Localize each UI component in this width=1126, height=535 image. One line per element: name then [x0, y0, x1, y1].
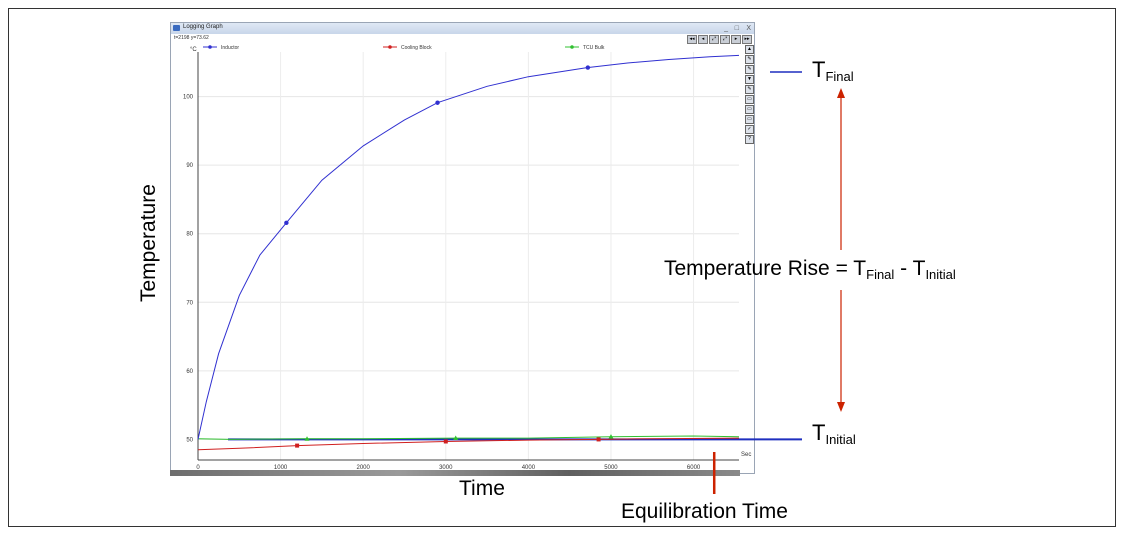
side-tool-button-4[interactable]: ✎ [745, 85, 754, 94]
x-tick-label: 6000 [687, 465, 701, 471]
nav-toolbar: ◂◂ ◂ ⤢ ⤢ ▸ ▸▸ [687, 35, 752, 44]
nav-button-4[interactable]: ▸ [731, 35, 741, 44]
side-tool-button-8[interactable]: ✓ [745, 125, 754, 134]
nav-button-1[interactable]: ◂ [698, 35, 708, 44]
x-tick-label: 2000 [357, 465, 371, 471]
side-tool-button-9[interactable]: ? [745, 135, 754, 144]
series-marker [295, 443, 300, 448]
series-marker [443, 439, 448, 444]
series-marker [585, 65, 591, 70]
series-line-inductor [197, 54, 740, 440]
rise-arrow-down-head [837, 402, 845, 412]
legend-marker [388, 45, 392, 49]
series-marker [304, 436, 310, 441]
y-tick-label: 60 [186, 369, 193, 375]
x-unit-label: Sec [741, 452, 751, 458]
legend-label-cooling-block: Cooling Block [401, 45, 432, 51]
series-marker [596, 437, 601, 442]
series-marker [608, 434, 614, 439]
cursor-readout: t=2198 y=73.62 [174, 35, 209, 41]
side-tool-button-0[interactable]: ▲ [745, 45, 754, 54]
x-tick-label: 1000 [274, 465, 288, 471]
rise-arrow-up-head [837, 88, 845, 98]
side-tool-button-5[interactable]: ▭ [745, 95, 754, 104]
app-icon [173, 25, 180, 31]
x-tick-label: 3000 [439, 465, 453, 471]
side-tool-button-2[interactable]: ✎ [745, 65, 754, 74]
side-tool-button-7[interactable]: ▭ [745, 115, 754, 124]
y-tick-label: 90 [186, 163, 193, 169]
side-tool-button-1[interactable]: ✎ [745, 55, 754, 64]
window-title: Logging Graph [183, 24, 223, 30]
nav-button-3[interactable]: ⤢ [720, 35, 730, 44]
legend-label-inductor: Inductor [221, 45, 239, 51]
legend-marker [570, 45, 574, 49]
series-line-tcu-bulk [197, 435, 740, 440]
taskbar-strip [170, 470, 740, 476]
x-tick-label: 4000 [522, 465, 536, 471]
x-axis-title: Time [459, 477, 505, 500]
side-tool-button-6[interactable]: ▭ [745, 105, 754, 114]
x-tick-label: 0 [196, 465, 200, 471]
y-tick-label: 50 [186, 437, 193, 443]
nav-button-2[interactable]: ⤢ [709, 35, 719, 44]
y-tick-label: 80 [186, 232, 193, 238]
t-initial-label: TInitial [812, 420, 856, 447]
series-marker [284, 220, 289, 226]
side-toolbar: ▲ ✎ ✎ ▼ ✎ ▭ ▭ ▭ ✓? [745, 45, 754, 144]
side-tool-button-3[interactable]: ▼ [745, 75, 754, 84]
equilibration-time-label: Equilibration Time [621, 500, 788, 523]
y-axis-title: Temperature [137, 184, 160, 302]
temperature-rise-label: Temperature Rise = TFinal - TInitial [664, 257, 956, 282]
y-unit-label: °C [190, 47, 197, 53]
series-marker [435, 100, 440, 105]
minimize-button[interactable]: _ [724, 25, 728, 32]
x-tick-label: 5000 [604, 465, 618, 471]
nav-button-0[interactable]: ◂◂ [687, 35, 697, 44]
legend-marker [208, 45, 212, 49]
close-button[interactable]: X [746, 25, 751, 32]
y-tick-label: 100 [183, 95, 194, 101]
nav-button-5[interactable]: ▸▸ [742, 35, 752, 44]
maximize-button[interactable]: □ [734, 25, 739, 32]
legend-label-tcu-bulk: TCU Bulk [583, 45, 605, 51]
figure-frame [8, 8, 1116, 527]
title-bar: Logging Graph _ □ X [171, 23, 754, 34]
series-marker [453, 435, 459, 441]
y-tick-label: 70 [186, 300, 193, 306]
t-final-label: TFinal [812, 57, 854, 84]
